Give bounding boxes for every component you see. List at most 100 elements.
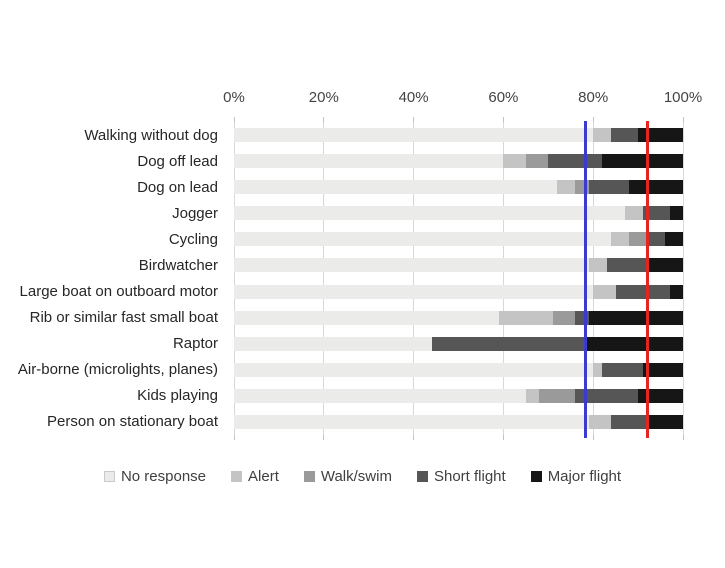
category-label-birdwatcher: Birdwatcher [138,256,218,274]
bar-segment-no-response [234,388,526,403]
x-axis-labels: 0% 20% 40% 60% 80% 100% [223,89,702,109]
bar-row-large-boat-on-outboard-motor [234,278,683,304]
legend-label: Major flight [547,467,622,485]
axis-tick [413,435,415,440]
bar-segment-alert [593,128,612,143]
axis-tick [502,435,504,440]
category-label-large-boat-on-outboard-motor: Large boat on outboard motor [19,283,218,300]
category-labels: Walking without dog Dog off lead Dog on le… [0,122,226,435]
bar-segment-no-response [234,232,612,247]
stacked-bar [234,336,683,351]
bar-segment-alert [498,310,553,325]
stacked-bar [234,310,683,325]
bar-row-cycling [234,226,683,252]
stacked-bar [234,206,683,221]
category-label-cycling: Cycling [168,230,218,248]
plot-area [233,117,684,440]
bar-segment-major-flight [665,232,683,247]
bar-segment-major-flight [602,154,683,169]
axis-tick [502,117,504,122]
bar-segment-walk-swim [552,310,576,325]
bar-segment-alert [557,180,576,195]
stacked-bar [234,232,683,247]
axis-tick [592,117,594,122]
legend-label: Alert [248,467,279,485]
bar-segment-no-response [234,154,504,169]
bar-segment-short-flight [611,414,648,429]
bar-segment-no-response [234,206,625,221]
legend-item-no-response: No response [103,467,207,485]
stacked-bar [234,258,683,273]
bar-segment-alert [593,362,603,377]
stacked-bar [234,388,683,403]
bar-segment-alert [624,206,643,221]
bar-segment-no-response [234,362,594,377]
bar-row-kids-playing [234,383,683,409]
blue-reference-line [584,121,588,438]
bar-segment-alert [593,284,616,299]
gridline [323,122,325,435]
bar-segment-short-flight [602,362,643,377]
bar-segment-short-flight [647,232,666,247]
x-axis-tick-label: 40% [398,89,429,106]
bar-row-person-on-stationary-boat [234,409,683,435]
category-label-air-borne-microlights-planes: Air-borne (microlights, planes) [17,361,218,379]
bar-row-birdwatcher [234,252,683,278]
legend: No response Alert Walk/swim Short flight Maj… [0,466,725,486]
bar-segment-short-flight [575,388,639,403]
bar-row-air-borne-microlights-planes [234,357,683,383]
bar-segment-no-response [234,336,432,351]
bar-segment-alert [611,232,630,247]
stacked-bar [234,154,683,169]
bar-row-raptor [234,331,683,357]
legend-swatch-walk-swim [303,470,315,482]
red-reference-line [645,121,649,438]
bar-segment-major-flight [669,206,683,221]
bar-segment-walk-swim [539,388,576,403]
bar-segment-short-flight [588,180,630,195]
axis-tick [323,117,325,122]
bar-segment-alert [588,414,612,429]
legend-item-short-flight: Short flight [416,467,506,485]
bar-segment-short-flight [606,258,648,273]
bar-row-dog-off-lead [234,148,683,174]
bar-segment-walk-swim [629,232,648,247]
bar-segment-no-response [234,258,589,273]
bar-segment-no-response [234,414,589,429]
bar-segment-alert [588,258,607,273]
bar-segment-major-flight [584,336,683,351]
bar-row-dog-on-lead [234,174,683,200]
x-axis-tick-label: 20% [308,89,339,106]
category-label-walking-without-dog: Walking without dog [84,126,218,144]
bar-segment-short-flight [431,336,585,351]
axis-tick [323,435,325,440]
stacked-bar [234,128,683,143]
legend-label: Walk/swim [320,467,392,485]
stacked-bar [234,180,683,195]
legend-item-major-flight: Major flight [530,467,622,485]
legend-swatch-no-response [103,470,115,482]
category-label-jogger: Jogger [172,204,218,222]
bar-segment-walk-swim [525,154,549,169]
bar-segment-no-response [234,310,499,325]
bar-segment-short-flight [548,154,603,169]
category-label-dog-off-lead: Dog off lead [137,152,218,170]
x-axis-tick-label: 80% [578,89,609,106]
legend-label: No response [120,467,207,485]
legend-item-alert: Alert [231,468,279,485]
legend-label: Short flight [433,467,506,485]
bar-segment-alert [525,388,540,403]
legend-item-walk-swim: Walk/swim [303,467,392,485]
bar-segment-major-flight [629,180,683,195]
bar-row-walking-without-dog [234,122,683,148]
bar-segment-major-flight [647,414,683,429]
axis-tick [233,435,235,440]
axis-tick [592,435,594,440]
legend-swatch-short-flight [416,470,428,482]
legend-swatch-alert [231,470,243,482]
x-axis-tick-label: 0% [223,89,245,106]
bar-rows [234,122,683,435]
gridline [413,122,415,435]
bar-row-rib-or-similar-fast-small-boat [234,305,683,331]
bar-segment-major-flight [588,310,683,325]
